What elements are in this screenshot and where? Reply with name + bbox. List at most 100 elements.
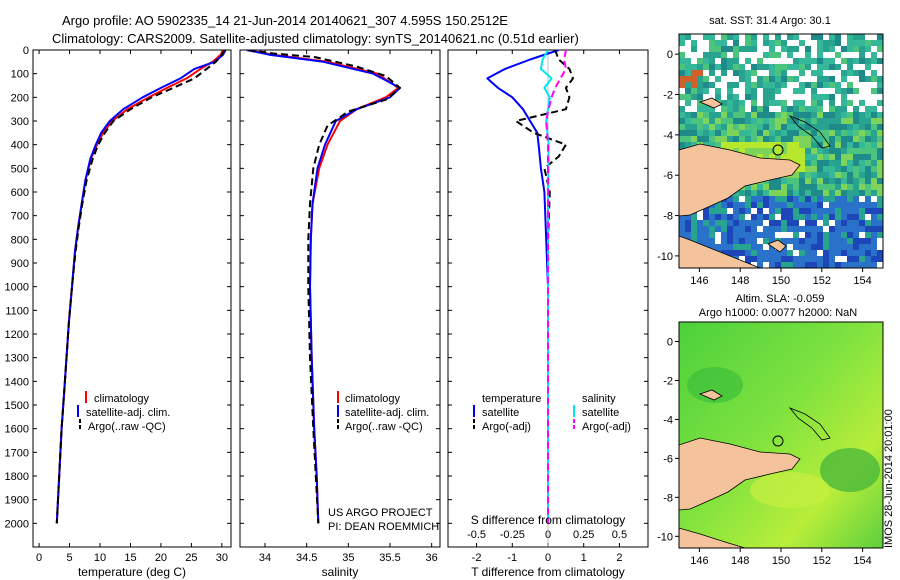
sst-cell [841,88,847,94]
sst-cell [703,226,709,232]
sst-cell [865,46,871,52]
sst-cell [877,94,883,100]
sst-cell [697,76,703,82]
sst-cell [781,220,787,226]
sst-cell [697,226,703,232]
sst-cell [685,70,691,76]
sst-cell [823,142,829,148]
sst-cell [763,154,769,160]
sst-cell [763,262,769,268]
sst-cell [739,196,745,202]
sst-cell [793,190,799,196]
sst-cell [865,184,871,190]
sst-cell [739,148,745,154]
sst-cell [769,106,775,112]
sst-cell [745,202,751,208]
x-tick-label: 35 [342,552,354,564]
sst-map-area [679,34,883,268]
sst-cell [745,190,751,196]
sst-cell [721,100,727,106]
sla-map-title-1: Altim. SLA: -0.059 [736,293,825,305]
sst-cell [841,46,847,52]
sst-cell [793,130,799,136]
sst-cell [793,202,799,208]
land-new-guinea [679,437,801,511]
sst-cell [811,172,817,178]
sst-cell [757,82,763,88]
sst-cell [877,64,883,70]
sst-cell [685,220,691,226]
y-tick-label: 300 [11,116,29,128]
sst-cell [787,130,793,136]
sst-cell [745,118,751,124]
sst-cell [769,250,775,256]
sst-cell [811,40,817,46]
sst-cell [835,94,841,100]
sst-cell [715,52,721,58]
sst-cell [733,76,739,82]
sst-cell [751,88,757,94]
sst-cell [871,148,877,154]
sst-cell [739,64,745,70]
map-x-tick-label: 152 [813,555,831,567]
sst-cell [769,136,775,142]
sst-cell [853,130,859,136]
sst-cell [823,172,829,178]
legend-t-satellite: satellite [482,407,519,419]
coast-new-britain [788,407,831,441]
sst-cell [835,64,841,70]
sst-cell [679,70,685,76]
sst-cell [799,64,805,70]
sst-cell [769,214,775,220]
sst-cell [853,196,859,202]
sst-cell [847,238,853,244]
sst-cell [799,34,805,40]
sst-cell [703,208,709,214]
sst-cell [691,124,697,130]
sst-cell [739,106,745,112]
sst-cell [823,118,829,124]
sla-patch [820,448,880,492]
sst-cell [871,64,877,70]
sst-cell [793,178,799,184]
sst-cell [709,58,715,64]
sst-cell [739,136,745,142]
sst-cell [847,106,853,112]
sst-cell [871,172,877,178]
sst-cell [757,244,763,250]
sst-cell [799,100,805,106]
sst-cell [853,58,859,64]
map-x-tick-label: 154 [853,555,871,567]
sst-cell [841,136,847,142]
sst-cell [727,244,733,250]
sst-cell [769,118,775,124]
sst-cell [721,238,727,244]
sst-cell [715,202,721,208]
sst-cell [823,196,829,202]
y-tick-label: 1000 [5,282,29,294]
y-tick-label: 500 [11,163,29,175]
sst-cell [823,190,829,196]
sst-cell [685,40,691,46]
sst-cell [853,262,859,268]
sst-cell [847,136,853,142]
sst-cell [775,178,781,184]
sst-cell [847,154,853,160]
sst-cell [853,250,859,256]
sst-cell [799,232,805,238]
sst-cell [871,154,877,160]
sst-cell [757,262,763,268]
temperature-panel-frame [32,49,232,548]
sst-cell [823,106,829,112]
sst-cell [787,238,793,244]
sst-cell [811,130,817,136]
sst-cell [769,232,775,238]
sst-cell [775,112,781,118]
credit-pi: PI: DEAN ROEMMICH [328,521,439,533]
sst-cell [787,106,793,112]
sst-cell [871,160,877,166]
x-tick-label: 36 [426,552,438,564]
sst-cell [757,220,763,226]
sst-cell [799,208,805,214]
sst-cell [853,106,859,112]
